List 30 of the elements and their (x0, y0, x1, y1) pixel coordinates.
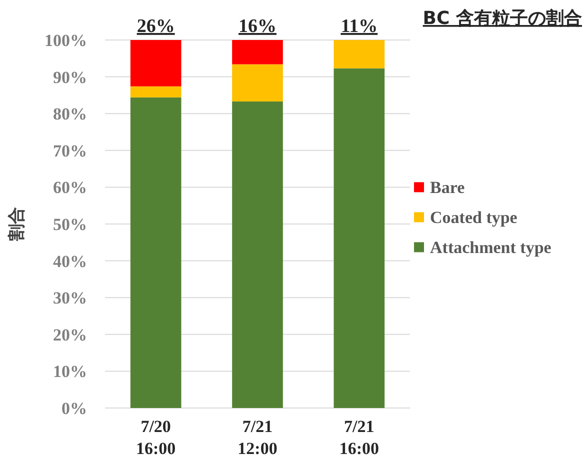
bar (232, 64, 283, 102)
y-tick-label: 0% (62, 398, 87, 418)
y-tick-label: 10% (53, 362, 87, 382)
x-tick-label: 7/21 16:00 (339, 417, 380, 458)
x-tick-label: 7/20 16:00 (136, 417, 176, 458)
annotation: 26% (136, 16, 175, 37)
bar (130, 97, 182, 408)
y-tick-label: 20% (53, 325, 87, 344)
y-tick-label: 40% (53, 252, 87, 271)
y-tick-label: 70% (53, 141, 87, 160)
bar (232, 40, 283, 64)
y-tick-label: 100% (44, 30, 87, 50)
y-tick-label: 90% (53, 68, 87, 87)
y-axis-title: 割合 (7, 207, 27, 242)
y-tick-label: 30% (53, 288, 87, 308)
text: BC 含有粒子の割合 (422, 8, 582, 29)
legend-label: Attachment type (430, 238, 552, 258)
annotation: 16% (238, 16, 276, 37)
legend-label: Coated type (430, 208, 518, 228)
y-tick-label: 60% (53, 178, 87, 198)
y-tick-label: 50% (53, 214, 87, 234)
annotation: 11% (340, 16, 378, 37)
x-tick-label: 7/21 12:00 (238, 417, 278, 458)
y-tick-label: 80% (53, 104, 87, 124)
bar (334, 40, 385, 68)
bar (334, 68, 385, 408)
legend-label: Bare (430, 178, 466, 198)
bar (232, 101, 283, 408)
bar (130, 40, 182, 86)
bar (130, 86, 182, 98)
